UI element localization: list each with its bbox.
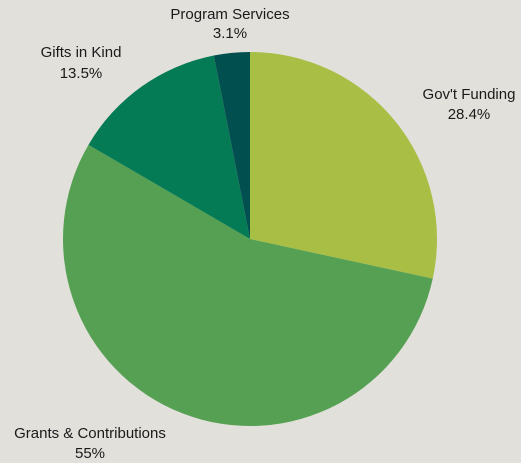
slice-labels: Gov't Funding 28.4% Grants & Contributions… xyxy=(14,6,515,462)
slice-label-name-2: Grants & Contributions xyxy=(14,425,166,442)
slice-label-name-3: Gifts in Kind xyxy=(41,44,122,61)
pie-slice-3 xyxy=(88,55,250,239)
slice-label-value-4: 3.1% xyxy=(213,25,247,42)
slice-label-value-3: 13.5% xyxy=(60,65,103,82)
pie-slices xyxy=(63,52,438,427)
pie-slice-1 xyxy=(250,52,438,279)
slice-label-value-1: 28.4% xyxy=(448,106,491,123)
slice-label-name-1: Gov't Funding xyxy=(423,86,516,103)
slice-label-value-2: 55% xyxy=(75,445,105,462)
pie-slice-4 xyxy=(213,52,250,239)
slice-label-name-4: Program Services xyxy=(170,6,289,23)
pie-slice-2 xyxy=(63,144,433,427)
